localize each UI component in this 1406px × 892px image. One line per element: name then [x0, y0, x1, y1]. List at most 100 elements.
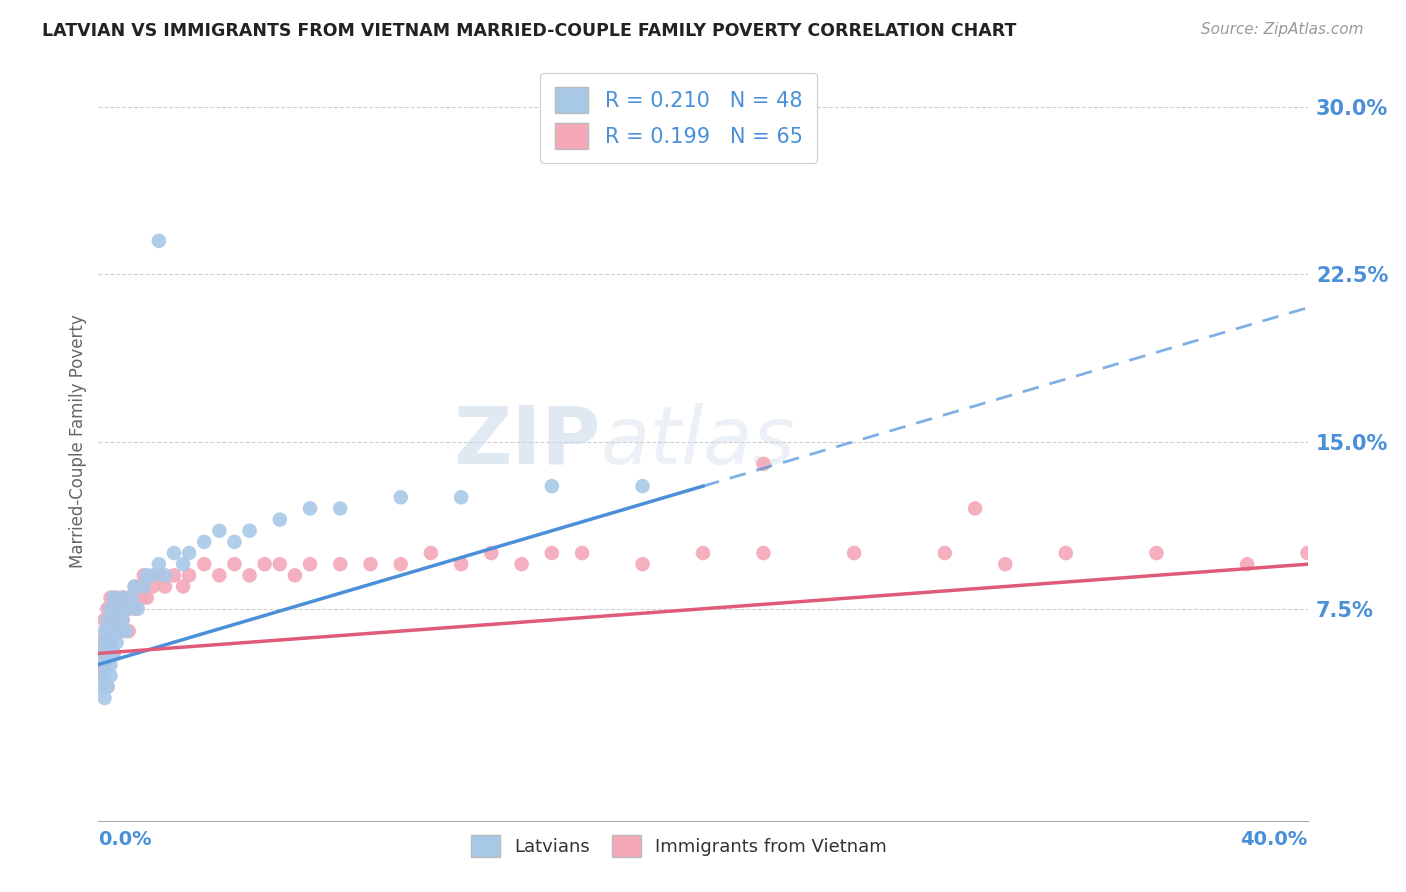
Point: [129, 591, 152, 605]
Point: [752, 457, 775, 471]
Point: [239, 568, 262, 582]
Point: [100, 613, 122, 627]
Point: [96, 624, 118, 639]
Point: [111, 613, 134, 627]
Point: [93, 646, 115, 660]
Point: [540, 479, 562, 493]
Point: [172, 557, 194, 572]
Point: [118, 624, 141, 639]
Point: [299, 501, 322, 516]
Point: [96, 602, 118, 616]
Point: [93, 635, 115, 649]
Point: [118, 591, 141, 605]
Point: [111, 591, 134, 605]
Point: [132, 568, 155, 582]
Point: [93, 657, 115, 672]
Point: [105, 635, 128, 649]
Point: [103, 602, 125, 616]
Point: [148, 568, 170, 582]
Point: [208, 568, 231, 582]
Point: [93, 669, 115, 683]
Point: [163, 568, 186, 582]
Point: [148, 234, 170, 248]
Point: [329, 501, 352, 516]
Point: [100, 669, 122, 683]
Point: [153, 580, 176, 594]
Text: LATVIAN VS IMMIGRANTS FROM VIETNAM MARRIED-COUPLE FAMILY POVERTY CORRELATION CHA: LATVIAN VS IMMIGRANTS FROM VIETNAM MARRI…: [42, 22, 1017, 40]
Point: [111, 613, 134, 627]
Point: [105, 613, 128, 627]
Point: [124, 602, 146, 616]
Point: [96, 646, 118, 660]
Point: [108, 602, 131, 616]
Point: [108, 624, 131, 639]
Point: [631, 557, 654, 572]
Text: 40.0%: 40.0%: [1240, 830, 1308, 848]
Point: [269, 512, 291, 526]
Point: [163, 546, 186, 560]
Point: [420, 546, 443, 560]
Point: [1054, 546, 1077, 560]
Point: [100, 602, 122, 616]
Point: [90, 680, 112, 694]
Point: [96, 680, 118, 694]
Point: [96, 613, 118, 627]
Point: [692, 546, 714, 560]
Point: [450, 557, 472, 572]
Point: [90, 646, 112, 660]
Legend: Latvians, Immigrants from Vietnam: Latvians, Immigrants from Vietnam: [464, 828, 894, 864]
Point: [96, 680, 118, 694]
Point: [179, 546, 201, 560]
Point: [142, 568, 165, 582]
Point: [118, 602, 141, 616]
Point: [360, 557, 382, 572]
Point: [124, 580, 146, 594]
Text: ZIP: ZIP: [453, 402, 600, 481]
Point: [450, 491, 472, 505]
Point: [193, 557, 215, 572]
Point: [752, 546, 775, 560]
Point: [93, 613, 115, 627]
Text: Source: ZipAtlas.com: Source: ZipAtlas.com: [1201, 22, 1364, 37]
Point: [1144, 546, 1167, 560]
Point: [103, 646, 125, 660]
Point: [571, 546, 593, 560]
Point: [135, 591, 157, 605]
Point: [114, 624, 136, 639]
Point: [103, 624, 125, 639]
Point: [389, 491, 412, 505]
Point: [329, 557, 352, 572]
Text: atlas: atlas: [600, 402, 794, 481]
Point: [127, 602, 149, 616]
Point: [284, 568, 307, 582]
Point: [100, 591, 122, 605]
Point: [132, 580, 155, 594]
Point: [269, 557, 291, 572]
Point: [299, 557, 322, 572]
Point: [93, 624, 115, 639]
Point: [111, 591, 134, 605]
Point: [1296, 546, 1319, 560]
Point: [965, 501, 987, 516]
Point: [208, 524, 231, 538]
Point: [103, 646, 125, 660]
Point: [510, 557, 533, 572]
Point: [934, 546, 956, 560]
Point: [121, 591, 143, 605]
Point: [100, 635, 122, 649]
Point: [105, 591, 128, 605]
Point: [179, 568, 201, 582]
Point: [108, 602, 131, 616]
Point: [1236, 557, 1258, 572]
Point: [224, 557, 246, 572]
Point: [172, 580, 194, 594]
Point: [153, 568, 176, 582]
Point: [148, 557, 170, 572]
Y-axis label: Married-Couple Family Poverty: Married-Couple Family Poverty: [69, 315, 87, 568]
Text: 0.0%: 0.0%: [98, 830, 152, 848]
Point: [540, 546, 562, 560]
Point: [844, 546, 866, 560]
Point: [100, 635, 122, 649]
Point: [631, 479, 654, 493]
Point: [193, 535, 215, 549]
